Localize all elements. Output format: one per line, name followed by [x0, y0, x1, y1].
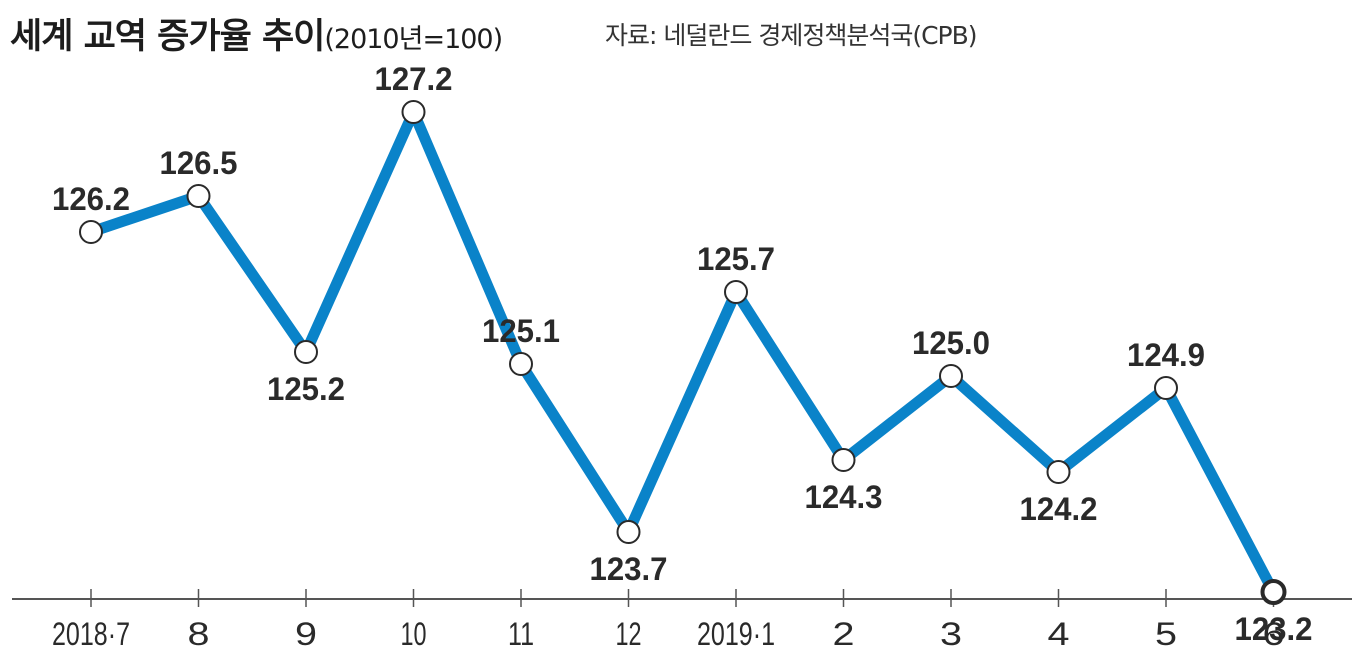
- x-tick-label: 6: [1263, 616, 1285, 652]
- data-point: [1260, 579, 1287, 605]
- data-point: [1154, 376, 1178, 400]
- data-point: [1046, 460, 1071, 484]
- data-label: 123.2: [1235, 611, 1313, 647]
- data-point: [616, 520, 641, 544]
- data-label: 125.0: [912, 325, 990, 361]
- data-point: [294, 340, 318, 364]
- data-point: [939, 364, 963, 388]
- x-tick-label: 2: [833, 616, 855, 652]
- x-tick-label: 4: [1048, 616, 1070, 652]
- x-tick-label: 10: [401, 616, 427, 652]
- x-tick-label: 5: [1155, 616, 1177, 652]
- data-label: 124.2: [1020, 491, 1098, 527]
- x-tick-label: 8: [188, 616, 210, 652]
- data-point: [186, 184, 211, 208]
- x-tick-label: 2018·7: [52, 616, 130, 652]
- data-label: 123.7: [590, 551, 668, 587]
- x-tick-label: 11: [508, 616, 534, 652]
- data-label: 125.2: [267, 371, 345, 407]
- data-label: 126.5: [160, 145, 238, 181]
- data-point: [509, 352, 533, 376]
- source-note: 자료: 네덜란드 경제정책분석국(CPB): [605, 21, 978, 50]
- data-label: 125.7: [697, 241, 775, 277]
- data-point: [79, 220, 103, 244]
- data-label: 124.3: [805, 479, 883, 515]
- chart-subtitle: (2010년=100): [324, 24, 503, 55]
- data-label: 127.2: [375, 61, 453, 97]
- x-tick-label: 2019·1: [697, 616, 775, 652]
- chart-title: 세계 교역 증가율 추이: [10, 17, 325, 57]
- x-tick-label: 12: [616, 616, 642, 652]
- series-line: [85, 106, 1279, 598]
- data-point: [831, 448, 856, 472]
- data-label: 124.9: [1127, 337, 1205, 373]
- data-label: 125.1: [482, 313, 560, 349]
- x-tick-label: 3: [940, 616, 962, 652]
- chart-title-row: 세계 교역 증가율 추이(2010년=100): [10, 8, 503, 58]
- data-label: 126.2: [52, 181, 130, 217]
- data-point: [401, 100, 426, 124]
- x-tick-label: 9: [295, 616, 317, 652]
- data-point: [724, 280, 748, 304]
